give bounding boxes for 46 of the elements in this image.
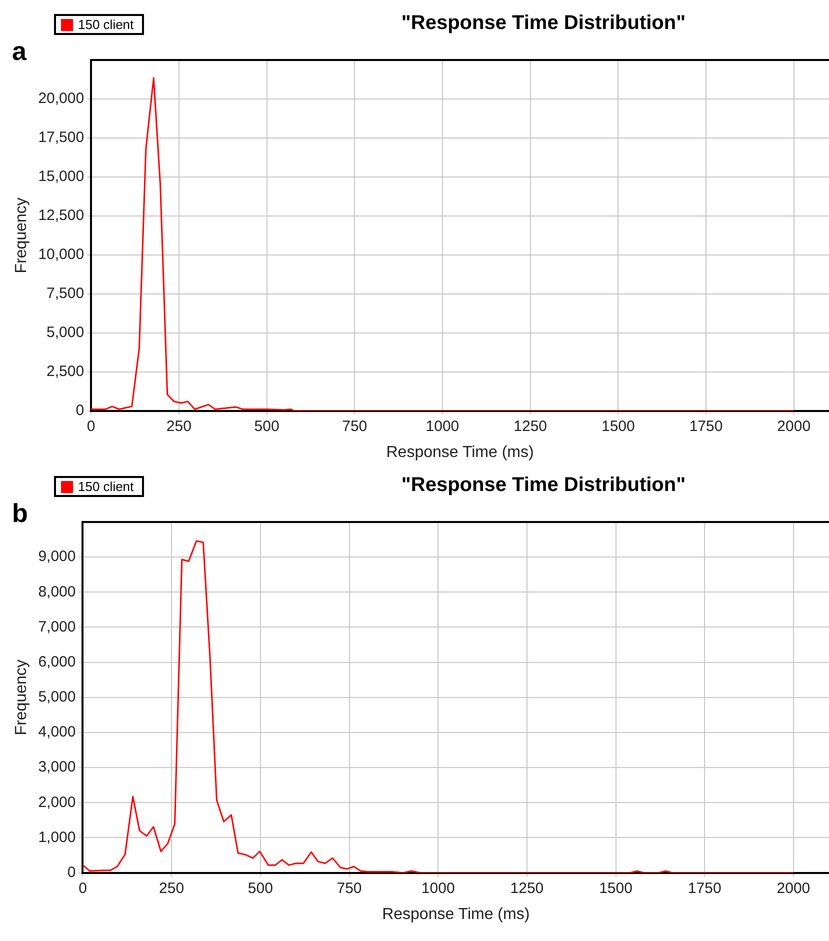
y-axis-title: Frequency xyxy=(13,660,30,736)
x-tick-label: 2000 xyxy=(776,880,810,897)
x-tick-label: 2000 xyxy=(777,418,811,435)
y-tick-label: 2,000 xyxy=(38,794,76,811)
x-tick-label: 0 xyxy=(86,418,96,435)
y-tick-label: 0 xyxy=(76,402,84,419)
x-tick-label: 1250 xyxy=(510,880,544,897)
y-tick-label: 2,500 xyxy=(46,362,84,380)
x-tick-label: 1000 xyxy=(421,880,455,897)
text: a xyxy=(12,36,26,66)
x-axis-title: Response Time (ms) xyxy=(386,444,534,461)
legend-label: 150 client xyxy=(78,17,134,32)
y-tick-label: 1,000 xyxy=(38,828,76,846)
y-tick-label: 5,000 xyxy=(46,324,84,341)
x-tick-label: 1750 xyxy=(689,418,723,435)
y-tick-label: 9,000 xyxy=(38,548,76,566)
legend-label: 150 client xyxy=(78,479,134,494)
y-tick-label: 4,000 xyxy=(38,724,76,741)
y-axis-title: Frequency xyxy=(13,198,30,274)
x-tick-label: 1000 xyxy=(426,418,460,435)
x-tick-label: 500 xyxy=(248,880,273,897)
x-tick-label: 250 xyxy=(159,880,184,897)
y-tick-label: 8,000 xyxy=(38,583,76,600)
y-tick-label: 15,000 xyxy=(38,168,84,186)
y-tick-label: 17,500 xyxy=(38,129,84,146)
chart-title: "Response Time Distribution" xyxy=(400,474,687,497)
x-tick-label: 250 xyxy=(166,418,192,435)
x-tick-label: 750 xyxy=(342,418,368,435)
x-tick-label: 1250 xyxy=(514,418,548,435)
chart-title: "Response Time Distribution" xyxy=(400,12,687,35)
x-tick-label: 1500 xyxy=(601,418,635,435)
y-tick-label: 20,000 xyxy=(38,90,84,108)
text: b xyxy=(12,498,28,528)
x-tick-label: 1750 xyxy=(688,880,722,897)
y-tick-label: 0 xyxy=(67,864,76,881)
y-tick-label: 7,000 xyxy=(38,618,76,636)
y-tick-label: 3,000 xyxy=(38,758,76,776)
y-tick-label: 10,000 xyxy=(38,246,84,264)
x-axis-title: Response Time (ms) xyxy=(382,906,530,923)
x-tick-label: 500 xyxy=(254,418,280,435)
y-tick-label: 6,000 xyxy=(38,653,76,670)
y-tick-label: 7,500 xyxy=(46,285,84,302)
x-tick-label: 1500 xyxy=(599,880,632,897)
y-tick-label: 5,000 xyxy=(38,688,76,706)
x-tick-label: 750 xyxy=(336,880,362,897)
y-tick-label: 12,500 xyxy=(38,207,84,224)
